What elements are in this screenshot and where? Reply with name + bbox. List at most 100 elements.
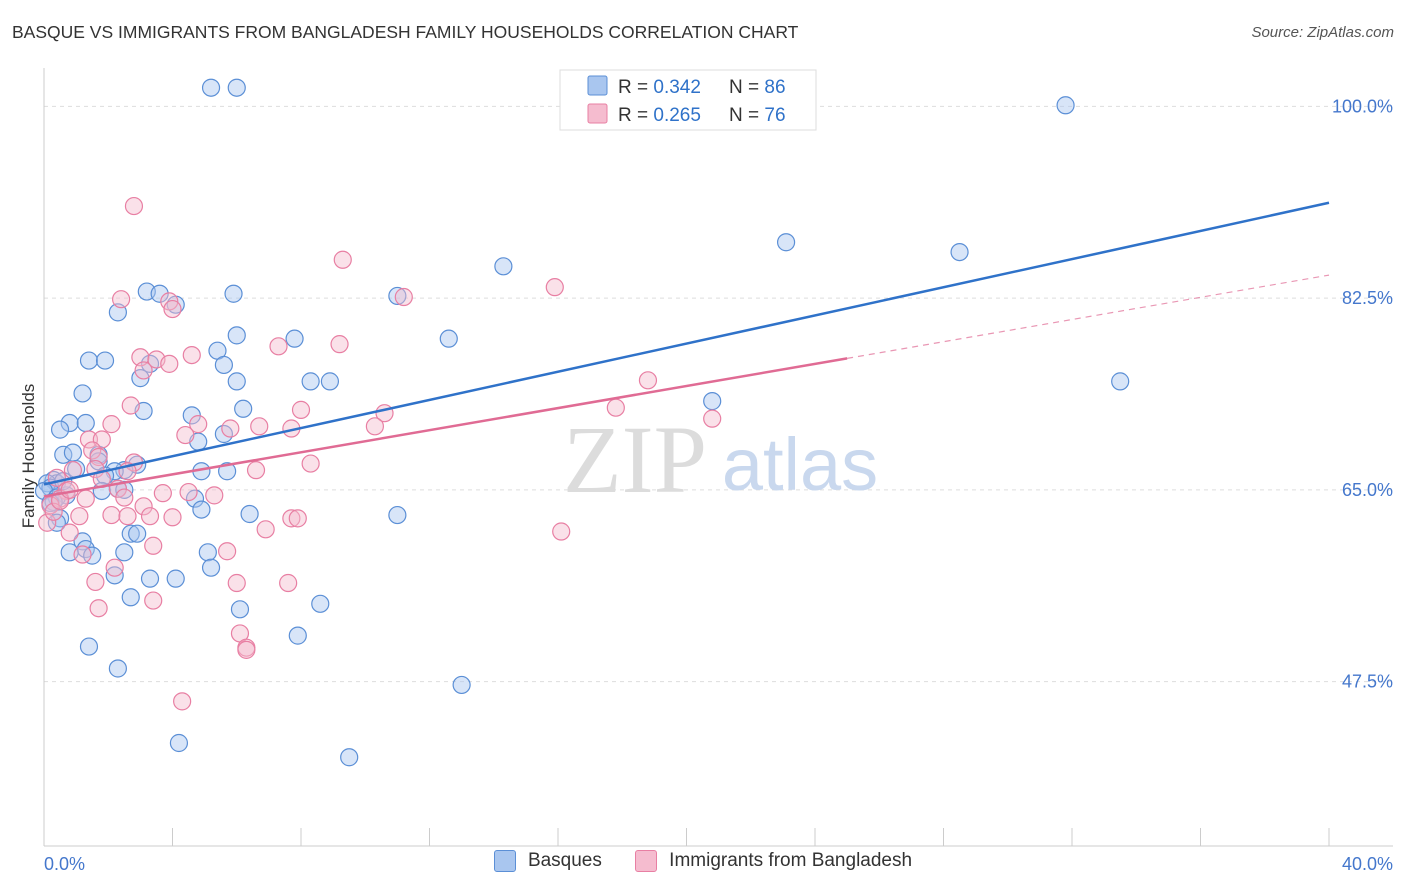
bangladesh-point-31 — [301, 454, 320, 473]
legend-swatch-basques — [587, 75, 608, 96]
legend-entry-bangladesh: Immigrants from Bangladesh — [635, 850, 912, 872]
bangladesh-point-58 — [256, 520, 275, 539]
bangladesh-point-67 — [89, 599, 108, 618]
bangladesh-point-8 — [269, 337, 288, 356]
bangladesh-point-60 — [218, 542, 237, 561]
basques-point-83 — [47, 513, 66, 532]
bangladesh-point-64 — [227, 573, 246, 593]
basques-point-1 — [227, 78, 246, 97]
legend-swatch-bangladesh-bottom — [635, 850, 658, 872]
y-tick-label-1: 82.5% — [1342, 288, 1393, 308]
basques-trendline — [43, 201, 1330, 486]
bangladesh-point-44 — [115, 488, 134, 507]
bangladesh-point-51 — [140, 507, 160, 526]
legend-n-value-2: 76 — [764, 105, 785, 126]
svg-text:R = 0.342: R = 0.342 — [618, 77, 701, 98]
basques-point-72 — [166, 569, 185, 588]
basques-point-67 — [115, 543, 134, 562]
legend-entry-basques: Basques — [493, 850, 602, 872]
bangladesh-point-72 — [38, 513, 57, 532]
basques-point-5 — [494, 257, 513, 276]
bangladesh-point-6 — [163, 299, 182, 319]
bangladesh-point-19 — [703, 409, 722, 428]
bangladesh-point-23 — [250, 417, 269, 436]
bangladesh-point-54 — [282, 509, 301, 528]
bangladesh-point-61 — [73, 545, 92, 564]
x-tick-label-left: 0.0% — [44, 854, 85, 874]
bangladesh-point-63 — [86, 572, 105, 592]
bangladesh-point-41 — [179, 482, 198, 502]
bangladesh-point-12 — [160, 354, 179, 373]
series-bangladesh-points — [38, 196, 722, 711]
legend-n-value-1: 86 — [764, 77, 785, 98]
bangladesh-point-53 — [163, 508, 182, 527]
bangladesh-point-25 — [221, 419, 240, 438]
basques-point-32 — [50, 420, 70, 439]
basques-point-7 — [224, 284, 243, 303]
basques-point-44 — [218, 462, 237, 481]
basques-point-3 — [776, 233, 796, 252]
bangladesh-point-3 — [111, 290, 131, 309]
gridlines — [44, 105, 1393, 683]
basques-point-21 — [227, 372, 246, 391]
bangladesh-point-30 — [89, 447, 108, 467]
legend-r-value-1: 0.342 — [653, 77, 701, 98]
basques-point-60 — [388, 505, 407, 525]
basques-point-81 — [169, 733, 189, 753]
legend-n-label-2: N = — [729, 105, 764, 126]
legend-r-label-2: R = — [618, 105, 653, 126]
bangladesh-point-48 — [134, 497, 153, 516]
basques-point-56 — [185, 489, 205, 508]
legend-label-basques: Basques — [527, 850, 602, 871]
basques-point-22 — [301, 372, 320, 391]
legend-swatch-bangladesh — [587, 103, 608, 124]
basques-point-82 — [340, 748, 359, 767]
basques-point-16 — [79, 351, 99, 370]
basques-point-13 — [285, 329, 304, 348]
legend-n-label-1: N = — [729, 77, 764, 98]
basques-point-26 — [703, 392, 722, 411]
basques-point-76 — [230, 600, 250, 619]
watermark-zip: ZIP — [563, 406, 707, 513]
bangladesh-point-42 — [153, 484, 172, 503]
bangladesh-point-46 — [76, 489, 95, 508]
axes — [43, 68, 1393, 847]
basques-point-62 — [121, 524, 140, 543]
svg-text:N = 86: N = 86 — [729, 77, 786, 98]
bangladesh-point-0 — [124, 196, 144, 216]
bangladesh-point-16 — [606, 398, 625, 417]
bangladesh-point-49 — [552, 522, 571, 541]
legend-r-value-2: 0.265 — [653, 105, 701, 126]
legend-label-bangladesh: Immigrants from Bangladesh — [669, 850, 913, 871]
basques-point-63 — [128, 524, 147, 543]
bangladesh-point-35 — [246, 461, 266, 480]
basques-point-59 — [240, 504, 259, 524]
bangladesh-point-71 — [173, 692, 192, 711]
bangladesh-point-14 — [638, 371, 658, 390]
basques-point-2 — [1056, 96, 1075, 115]
chart-title: BASQUE VS IMMIGRANTS FROM BANGLADESH FAM… — [12, 22, 799, 42]
basques-point-17 — [95, 351, 115, 370]
basques-point-77 — [288, 626, 307, 645]
y-axis-label: Family Households — [19, 384, 38, 529]
basques-point-25 — [73, 384, 92, 403]
svg-text:N = 76: N = 76 — [729, 105, 786, 126]
bangladesh-trendline-extension — [847, 274, 1330, 359]
bangladesh-point-50 — [102, 505, 121, 525]
bangladesh-point-26 — [176, 425, 195, 445]
bangladesh-point-52 — [118, 507, 137, 526]
bangladesh-point-70 — [237, 640, 256, 659]
source-label: Source: ZipAtlas.com — [1251, 24, 1394, 41]
basques-point-12 — [227, 326, 246, 345]
bangladesh-point-29 — [83, 441, 102, 460]
basques-point-68 — [198, 543, 217, 562]
bangladesh-point-59 — [144, 536, 163, 555]
bangladesh-point-21 — [102, 415, 121, 434]
bangladesh-trendline — [43, 357, 848, 498]
basques-point-73 — [105, 566, 124, 585]
bangladesh-point-27 — [79, 430, 99, 449]
bangladesh-point-9 — [182, 345, 201, 365]
bangladesh-point-56 — [70, 507, 89, 526]
basques-point-78 — [79, 637, 99, 656]
